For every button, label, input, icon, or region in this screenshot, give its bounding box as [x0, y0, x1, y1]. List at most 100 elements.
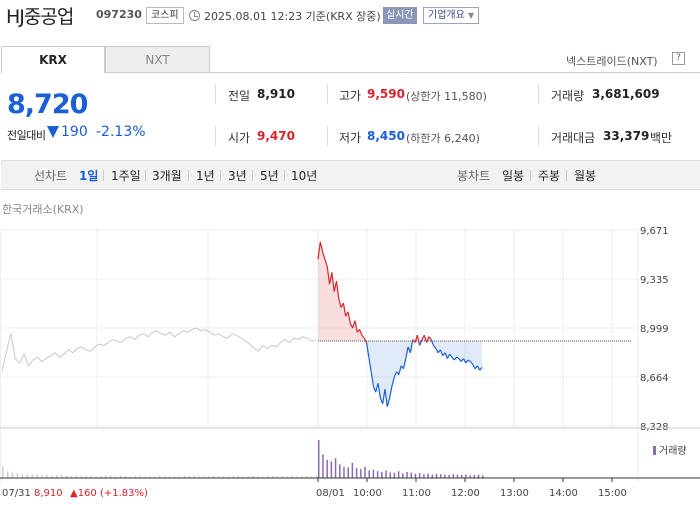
volume-bar: [326, 459, 328, 478]
area-segment: [318, 241, 321, 342]
volume-bar: [6, 471, 9, 478]
today-line-segment: [479, 366, 483, 371]
volume-bar: [360, 468, 362, 478]
period-3y[interactable]: 3년: [228, 169, 247, 183]
period-separator: [145, 170, 146, 181]
today-line-segment: [435, 348, 439, 354]
today-line-segment: [333, 281, 338, 292]
volume-bar: [21, 474, 24, 478]
today-line-segment: [476, 365, 481, 371]
stat-divider: [538, 84, 539, 104]
candle-monthly[interactable]: 월봉: [574, 169, 597, 183]
volume-bar: [414, 473, 417, 478]
company-overview-button[interactable]: 기업개요 ▼: [423, 7, 480, 24]
volume-bar: [389, 472, 391, 478]
area-segment: [380, 341, 383, 404]
x-tick-label: 14:00: [549, 488, 578, 499]
tab-krx[interactable]: KRX: [1, 46, 105, 73]
area-segment: [470, 341, 473, 365]
today-line-segment: [331, 272, 335, 292]
volume-bar: [75, 475, 78, 478]
area-segment: [401, 341, 404, 369]
volume-bar: [11, 472, 14, 478]
volume-bar: [217, 476, 220, 478]
period-5y[interactable]: 5년: [260, 169, 279, 183]
volume-bar: [247, 476, 249, 478]
today-line-segment: [409, 339, 414, 353]
candle-daily[interactable]: 일봉: [502, 169, 525, 183]
volume-bar: [149, 476, 151, 478]
period-separator: [188, 170, 189, 181]
chevron-down-icon: ▼: [468, 11, 475, 20]
high-label: 고가: [339, 89, 362, 103]
realtime-badge: 실시간: [383, 7, 417, 24]
volume-bar: [85, 476, 87, 478]
area-segment: [454, 341, 457, 361]
volume-bar: [124, 476, 127, 478]
area-segment: [463, 341, 466, 363]
volume-bar: [469, 475, 471, 478]
volume-bar: [203, 476, 205, 478]
volume-bar: [129, 476, 132, 478]
today-line-segment: [451, 356, 455, 361]
clock-icon: [189, 10, 200, 21]
area-segment: [329, 272, 332, 342]
company-name[interactable]: HJ중공업: [6, 6, 74, 28]
period-1w[interactable]: 1주일: [111, 169, 141, 183]
volume-bar: [60, 474, 63, 478]
x-tick-label: 13:00: [500, 488, 529, 499]
tab-nxt[interactable]: NXT: [105, 46, 210, 73]
volume-bar: [355, 468, 358, 478]
area-segment: [348, 311, 351, 342]
volume-bar: [80, 475, 82, 478]
volume-bar: [266, 475, 269, 478]
volume-bar: [70, 476, 73, 478]
area-segment: [324, 259, 328, 342]
volume-bar: [163, 476, 166, 478]
volume-bar: [183, 475, 186, 478]
volume-bar: [193, 475, 195, 478]
period-separator: [284, 170, 285, 181]
today-line-segment: [363, 337, 368, 343]
stat-divider: [327, 126, 328, 146]
volume-bar: [109, 476, 112, 478]
volume-bar: [208, 476, 210, 478]
area-segment: [389, 341, 392, 398]
volume-bar: [41, 475, 43, 478]
today-line-segment: [462, 358, 467, 364]
prev-close-label: 전일: [228, 89, 251, 103]
period-bar: [1, 160, 700, 190]
volume-bar: [306, 476, 308, 478]
today-line-segment: [449, 353, 453, 358]
volume-bar: [144, 476, 146, 478]
volume-bar: [55, 475, 58, 478]
today-line-segment: [414, 335, 418, 343]
volume-bar: [330, 461, 333, 478]
period-10y[interactable]: 10년: [291, 169, 318, 183]
change-rate: -2.13%: [96, 124, 146, 140]
area-segment: [373, 341, 376, 393]
area-segment: [382, 341, 385, 404]
today-line-segment: [347, 311, 351, 324]
today-line-segment: [467, 359, 471, 363]
period-1d[interactable]: 1일: [79, 169, 99, 183]
today-line-segment: [382, 389, 386, 404]
volume-bar: [222, 476, 225, 478]
area-segment: [479, 341, 482, 371]
volume-bar: [385, 470, 387, 478]
stat-divider: [215, 126, 216, 146]
volume-bar: [465, 474, 467, 478]
line-chart-label: 선차트: [34, 169, 68, 183]
volume-bar: [334, 458, 337, 478]
candle-weekly[interactable]: 주봉: [538, 169, 561, 183]
period-3m[interactable]: 3개월: [152, 169, 182, 183]
area-segment: [433, 341, 436, 349]
today-line-segment: [372, 386, 377, 393]
period-1y[interactable]: 1년: [196, 169, 215, 183]
area-segment: [394, 341, 397, 378]
volume-bar: [364, 466, 366, 478]
help-icon[interactable]: ?: [672, 52, 685, 65]
volume-bar: [322, 454, 324, 478]
